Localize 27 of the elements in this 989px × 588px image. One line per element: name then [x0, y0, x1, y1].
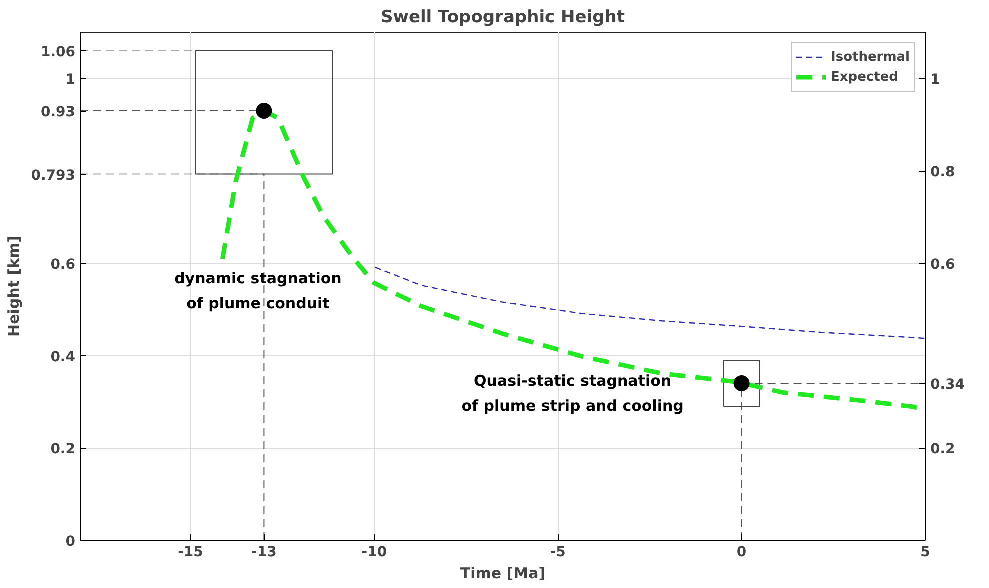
legend-label: Isothermal	[831, 50, 910, 64]
y2-tick-label: 0.34	[930, 376, 966, 393]
x-tick-label: -13	[252, 544, 277, 560]
y-axis-title: Height [km]	[5, 236, 24, 337]
y-tick-label: 0.793	[31, 168, 76, 184]
y2-tick-label: 0.2	[930, 442, 956, 458]
legend-label: Expected	[831, 70, 898, 84]
y-tick-label: 0	[66, 534, 76, 550]
line-series	[374, 266, 926, 340]
annotation: Quasi-static stagnation of plume strip and cooling	[462, 372, 684, 416]
y2-tick-label: 0.6	[930, 256, 956, 273]
y-tick-label: 0.2	[50, 442, 76, 458]
chart-title: Swell Topographic Height	[380, 8, 626, 28]
y-tick-label: 0.6	[50, 256, 76, 273]
y-tick-label: 1	[66, 72, 76, 88]
y-tick-label: 0.93	[40, 104, 76, 121]
y-tick-label: 1.06	[40, 44, 76, 60]
annotation: dynamic stagnation of plume conduit	[174, 269, 342, 313]
x-tick-label: 0	[736, 544, 747, 560]
x-tick-label: -15	[178, 544, 204, 560]
x-axis-title: Time [Ma]	[460, 564, 546, 582]
y2-tick-label: 1	[930, 72, 940, 88]
y2-tick-label: 0.8	[930, 164, 956, 181]
x-tick-label: 5	[920, 544, 930, 560]
y-tick-label: 0.4	[50, 349, 76, 366]
x-tick-label: -5	[550, 544, 566, 560]
x-tick-label: -10	[362, 544, 388, 560]
